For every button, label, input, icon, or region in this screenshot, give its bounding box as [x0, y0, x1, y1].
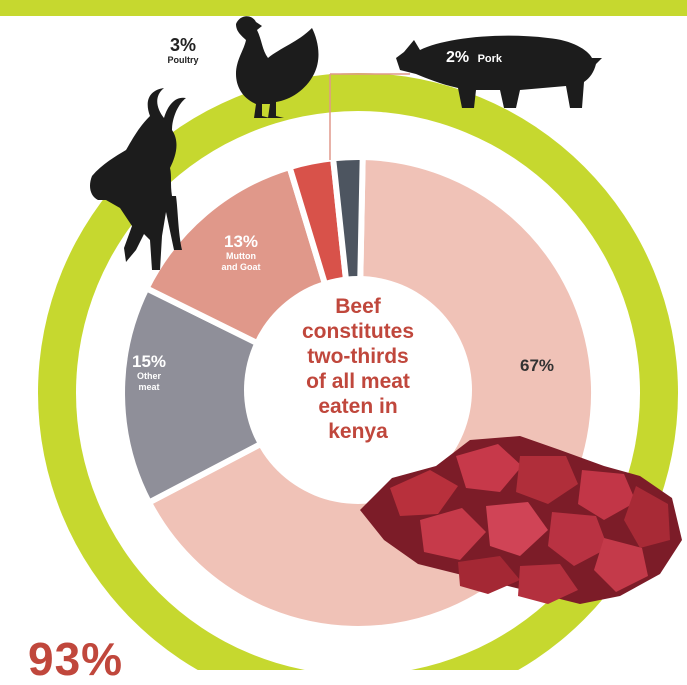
label-poultry: 3% Poultry	[152, 36, 214, 66]
other-percent: 15%	[131, 352, 167, 371]
label-beef: 67%	[502, 356, 572, 375]
pork-name: Pork	[477, 53, 503, 65]
pig-icon	[396, 35, 602, 108]
label-mutton-goat: 13% Mutton and Goat	[196, 232, 286, 273]
bottom-statistic: 93%	[28, 633, 124, 685]
other-name: Other meat	[136, 371, 161, 392]
beef-percent: 67%	[519, 356, 555, 375]
poultry-percent: 3%	[169, 35, 196, 55]
poultry-name: Poultry	[167, 55, 199, 65]
center-headline: Beef constitutes two-thirds of all meat …	[301, 295, 414, 443]
label-other-meat: 15% Other meat	[114, 352, 184, 393]
mutton-name: Mutton and Goat	[221, 251, 261, 272]
mutton-percent: 13%	[223, 232, 259, 251]
top-banner-band	[0, 0, 687, 16]
donut-chart	[38, 16, 682, 670]
center-hole	[244, 276, 472, 504]
pork-percent: 2%	[446, 49, 470, 66]
goat-icon	[90, 88, 186, 270]
label-pork: 2% Pork	[446, 48, 576, 67]
pie-slice-other	[119, 285, 361, 506]
chicken-icon	[236, 16, 319, 118]
beef-cubes-image	[360, 436, 682, 604]
